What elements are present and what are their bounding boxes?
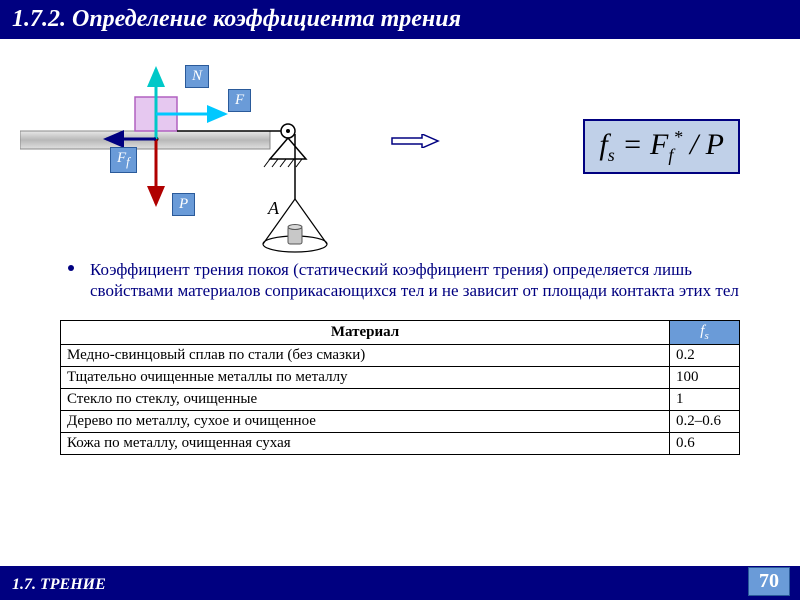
cell-fs: 1	[670, 388, 740, 410]
table-row: Дерево по металлу, сухое и очищенное0.2–…	[61, 410, 740, 432]
table-row: Тщательно очищенные металлы по металлу10…	[61, 366, 740, 388]
label-P: P	[172, 193, 195, 216]
table-row: Медно-свинцовый сплав по стали (без смаз…	[61, 344, 740, 366]
footer-page-number: 70	[748, 567, 790, 596]
table-row: Кожа по металлу, очищенная сухая0.6	[61, 432, 740, 454]
cell-material: Кожа по металлу, очищенная сухая	[61, 432, 670, 454]
slide-title: 1.7.2. Определение коэффициента трения	[12, 6, 461, 32]
cell-fs: 0.2–0.6	[670, 410, 740, 432]
cell-material: Дерево по металлу, сухое и очищенное	[61, 410, 670, 432]
footer-section: 1.7. ТРЕНИЕ	[12, 576, 106, 594]
cell-material: Медно-свинцовый сплав по стали (без смаз…	[61, 344, 670, 366]
cell-fs: 0.2	[670, 344, 740, 366]
definition-text: Коэффициент трения покоя (статический ко…	[0, 259, 800, 312]
cell-fs: 100	[670, 366, 740, 388]
col-material: Материал	[61, 320, 670, 344]
diagram-area: A N F Ff P fs = Ff* / P	[0, 39, 800, 259]
label-Ff: Ff	[110, 147, 137, 173]
cell-material: Стекло по стеклу, очищенные	[61, 388, 670, 410]
label-F: F	[228, 89, 251, 112]
slide-footer: 1.7. ТРЕНИЕ 70	[0, 566, 800, 600]
label-N: N	[185, 65, 209, 88]
table-row: Стекло по стеклу, очищенные1	[61, 388, 740, 410]
cell-fs: 0.6	[670, 432, 740, 454]
bullet-icon	[68, 265, 74, 271]
svg-text:A: A	[267, 198, 280, 218]
implies-arrow-icon	[390, 134, 440, 148]
table-header-row: Материал fs	[61, 320, 740, 344]
col-fs: fs	[670, 320, 740, 344]
formula-box: fs = Ff* / P	[583, 119, 740, 174]
cell-material: Тщательно очищенные металлы по металлу	[61, 366, 670, 388]
materials-table: Материал fs Медно-свинцовый сплав по ста…	[60, 320, 740, 455]
slide-header: 1.7.2. Определение коэффициента трения	[0, 0, 800, 39]
